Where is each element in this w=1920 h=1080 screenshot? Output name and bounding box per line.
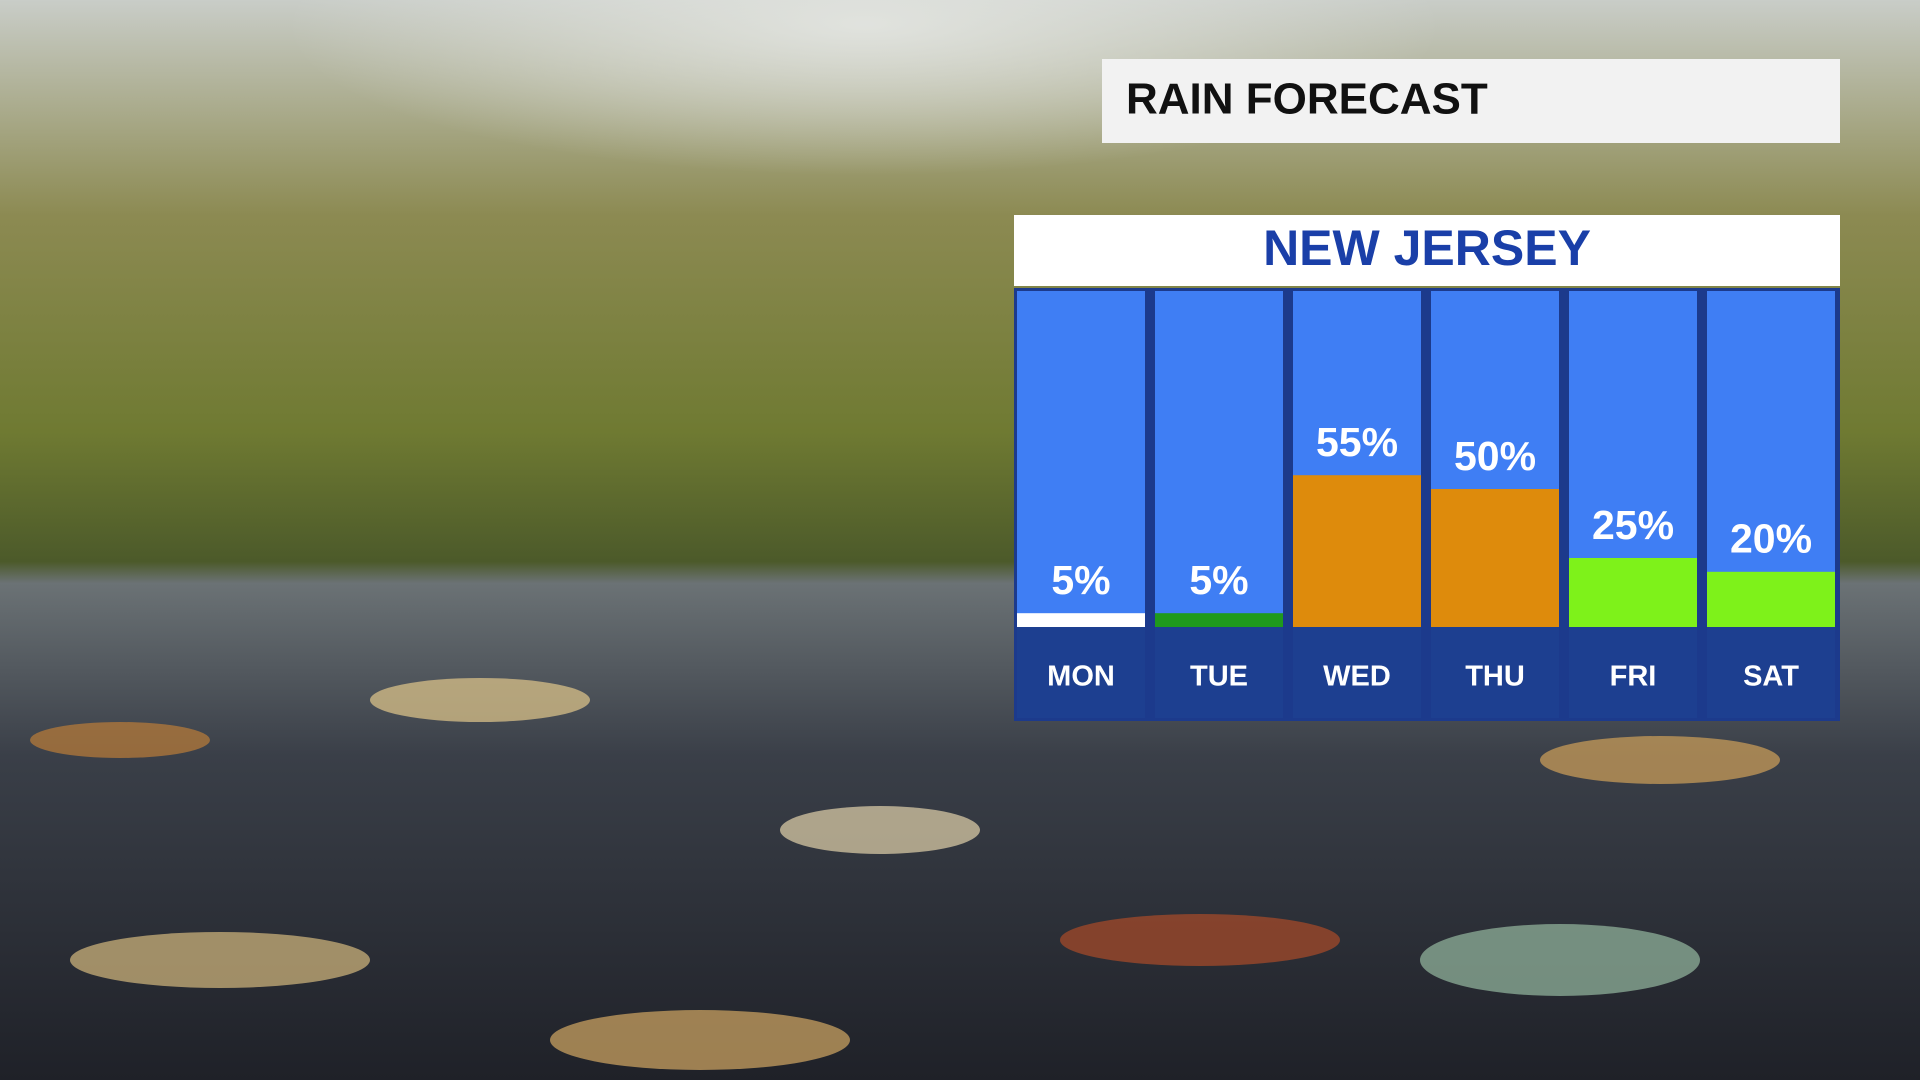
column-background <box>1707 291 1835 627</box>
category-band <box>1155 627 1283 718</box>
category-band <box>1569 627 1697 718</box>
value-label: 5% <box>1051 557 1110 603</box>
bar <box>1569 558 1697 627</box>
column-background <box>1017 291 1145 627</box>
x-tick-label: SAT <box>1743 661 1799 693</box>
column-background <box>1155 291 1283 627</box>
category-band <box>1707 627 1835 718</box>
bar <box>1707 571 1835 627</box>
x-tick-label: FRI <box>1610 661 1657 693</box>
category-band <box>1431 627 1559 718</box>
title-box <box>1102 59 1840 143</box>
chart-subtitle: NEW JERSEY <box>1263 220 1591 276</box>
x-tick-label: WED <box>1323 661 1391 693</box>
bar <box>1017 613 1145 627</box>
value-label: 25% <box>1592 502 1674 548</box>
bar <box>1155 613 1283 627</box>
value-label: 5% <box>1189 557 1248 603</box>
value-label: 55% <box>1316 419 1398 465</box>
subtitle-box <box>1014 215 1840 286</box>
x-tick-label: MON <box>1047 661 1115 693</box>
x-tick-label: THU <box>1465 661 1525 693</box>
chart-title: RAIN FORECAST <box>1126 75 1488 124</box>
category-band <box>1293 627 1421 718</box>
plot-frame <box>1014 288 1840 721</box>
leaves <box>30 678 1780 1070</box>
value-label: 50% <box>1454 433 1536 479</box>
x-tick-label: TUE <box>1190 661 1248 693</box>
bar <box>1293 475 1421 627</box>
value-label: 20% <box>1730 516 1812 562</box>
category-band <box>1017 627 1145 718</box>
bar <box>1431 489 1559 627</box>
